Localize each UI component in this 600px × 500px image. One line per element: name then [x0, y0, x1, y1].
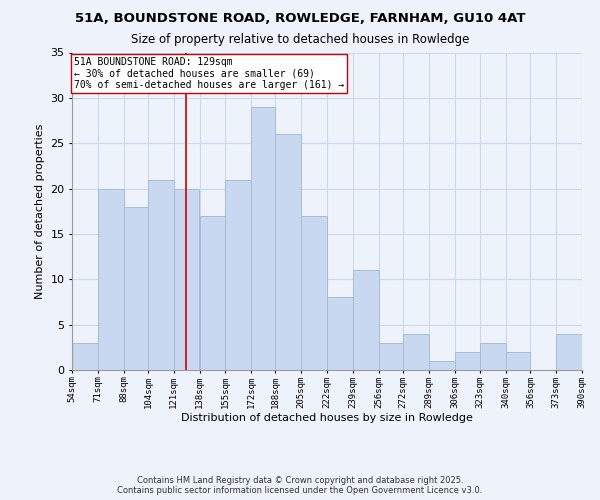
Bar: [98, 188, 124, 370]
Bar: [428, 361, 455, 370]
Bar: [301, 216, 327, 370]
Bar: [251, 107, 275, 370]
Bar: [403, 334, 428, 370]
Bar: [199, 216, 226, 370]
Text: 51A, BOUNDSTONE ROAD, ROWLEDGE, FARNHAM, GU10 4AT: 51A, BOUNDSTONE ROAD, ROWLEDGE, FARNHAM,…: [75, 12, 525, 26]
Bar: [148, 180, 173, 370]
Bar: [556, 334, 582, 370]
Bar: [481, 343, 506, 370]
Bar: [455, 352, 481, 370]
Y-axis label: Number of detached properties: Number of detached properties: [35, 124, 44, 299]
Bar: [173, 188, 199, 370]
Text: Size of property relative to detached houses in Rowledge: Size of property relative to detached ho…: [131, 32, 469, 46]
Text: 51A BOUNDSTONE ROAD: 129sqm
← 30% of detached houses are smaller (69)
70% of sem: 51A BOUNDSTONE ROAD: 129sqm ← 30% of det…: [74, 57, 344, 90]
Bar: [506, 352, 530, 370]
Bar: [275, 134, 301, 370]
Bar: [353, 270, 379, 370]
Bar: [226, 180, 251, 370]
Bar: [327, 298, 353, 370]
Text: Contains HM Land Registry data © Crown copyright and database right 2025.
Contai: Contains HM Land Registry data © Crown c…: [118, 476, 482, 495]
Bar: [124, 206, 148, 370]
Bar: [72, 343, 98, 370]
X-axis label: Distribution of detached houses by size in Rowledge: Distribution of detached houses by size …: [181, 414, 473, 424]
Bar: [379, 343, 403, 370]
